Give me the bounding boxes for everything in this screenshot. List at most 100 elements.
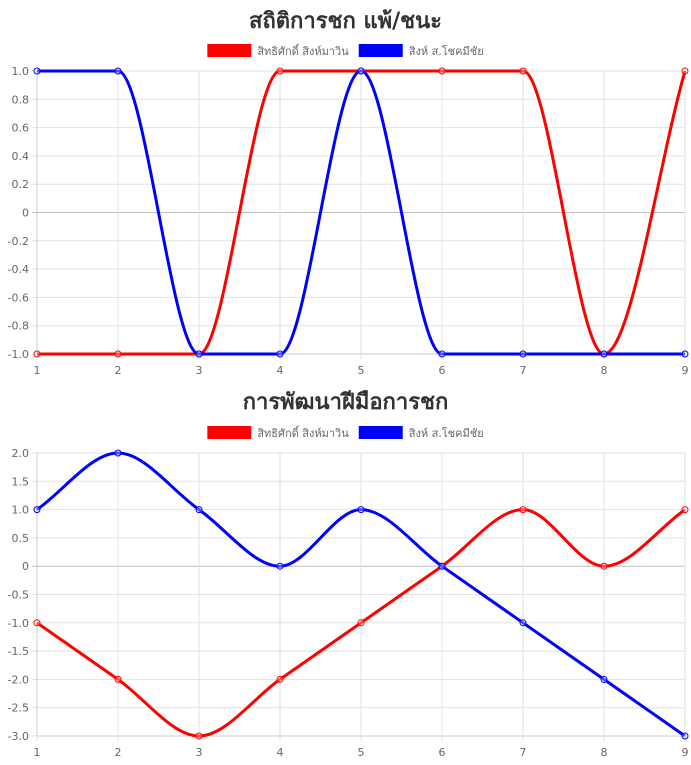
y-tick-label: 0.6 — [12, 122, 30, 135]
data-point[interactable] — [438, 67, 446, 75]
data-point[interactable] — [33, 350, 41, 358]
legend-label: สิทธิศักดิ์ สิงห์มาวิน — [257, 425, 349, 440]
y-tick-label: -0.6 — [8, 291, 29, 304]
data-point[interactable] — [519, 67, 527, 75]
chart-legend[interactable]: สิทธิศักดิ์ สิงห์มาวิน สิงห์ ส.โชคมีชัย — [207, 43, 484, 58]
x-tick-label: 1 — [34, 746, 41, 759]
y-tick-label: -2.0 — [8, 673, 29, 686]
data-point[interactable] — [357, 506, 365, 514]
series-2 — [33, 67, 689, 358]
data-point[interactable] — [600, 675, 608, 683]
x-tick-label: 9 — [682, 364, 689, 377]
series-line — [36, 451, 686, 738]
data-point[interactable] — [276, 67, 284, 75]
data-point[interactable] — [681, 732, 689, 740]
chart-title: การพัฒนาฝีมือการชก — [243, 390, 449, 415]
y-tick-label: -2.5 — [8, 702, 29, 715]
data-point[interactable] — [600, 350, 608, 358]
data-point[interactable] — [276, 350, 284, 358]
x-tick-label: 9 — [682, 746, 689, 759]
data-point[interactable] — [114, 449, 122, 457]
y-tick-label: -3.0 — [8, 730, 29, 743]
x-tick-label: 8 — [601, 746, 608, 759]
y-axis-ticks: 2.0 1.5 1.0 0.5 0 -0.5 -1.0 -1.5 -2.0 -2.5 -3.0 — [8, 447, 29, 743]
x-axis-ticks: 1 2 3 4 5 6 7 8 9 — [34, 746, 689, 759]
x-tick-label: 8 — [601, 364, 608, 377]
data-point[interactable] — [114, 675, 122, 683]
legend-label: สิงห์ ส.โชคมีชัย — [408, 44, 483, 58]
grid — [32, 452, 686, 741]
legend-item[interactable]: สิทธิศักดิ์ สิงห์มาวิน — [207, 425, 349, 440]
legend-swatch — [207, 426, 252, 439]
chart-legend[interactable]: สิทธิศักดิ์ สิงห์มาวิน สิงห์ ส.โชคมีชัย — [207, 425, 484, 440]
data-point[interactable] — [519, 350, 527, 358]
data-point[interactable] — [114, 350, 122, 358]
x-axis-ticks: 1 2 3 4 5 6 7 8 9 — [34, 364, 689, 377]
x-tick-label: 3 — [196, 364, 203, 377]
legend-item[interactable]: สิทธิศักดิ์ สิงห์มาวิน — [207, 43, 349, 58]
y-tick-label: -0.2 — [8, 235, 29, 248]
legend-item[interactable]: สิงห์ ส.โชคมีชัย — [358, 426, 484, 440]
legend-swatch — [358, 426, 403, 439]
data-point[interactable] — [438, 562, 446, 570]
grid — [32, 70, 686, 359]
data-point[interactable] — [33, 67, 41, 75]
data-point[interactable] — [519, 506, 527, 514]
x-tick-label: 4 — [277, 364, 284, 377]
data-point[interactable] — [33, 506, 41, 514]
data-point[interactable] — [519, 619, 527, 627]
x-tick-label: 1 — [34, 364, 41, 377]
legend-label: สิทธิศักดิ์ สิงห์มาวิน — [257, 43, 349, 58]
y-tick-label: -1.5 — [8, 645, 29, 658]
y-tick-label: 0 — [22, 207, 29, 220]
legend-item[interactable]: สิงห์ ส.โชคมีชัย — [358, 44, 484, 58]
y-tick-label: -1.0 — [8, 348, 29, 361]
x-tick-label: 4 — [277, 746, 284, 759]
y-tick-label: 1.5 — [12, 475, 30, 488]
legend-swatch — [207, 44, 252, 57]
y-tick-label: -0.5 — [8, 589, 29, 602]
data-point[interactable] — [357, 619, 365, 627]
data-point[interactable] — [114, 67, 122, 75]
y-tick-label: 0.4 — [12, 150, 30, 163]
data-point[interactable] — [195, 350, 203, 358]
x-tick-label: 6 — [439, 746, 446, 759]
y-tick-label: -0.8 — [8, 320, 29, 333]
y-tick-label: 0.5 — [12, 532, 30, 545]
data-point[interactable] — [195, 506, 203, 514]
series-2 — [33, 449, 689, 740]
y-tick-label: 1.0 — [12, 65, 30, 78]
data-point[interactable] — [276, 675, 284, 683]
series-line — [36, 508, 686, 738]
skill-development-chart-panel: การพัฒนาฝีมือการชกสิทธิศักดิ์ สิงห์มาวิน… — [0, 382, 691, 765]
data-point[interactable] — [195, 732, 203, 740]
series-1 — [33, 506, 689, 740]
series-line — [37, 69, 685, 356]
data-point[interactable] — [681, 350, 689, 358]
x-tick-label: 6 — [439, 364, 446, 377]
win-loss-chart-panel: สถิติการชก แพ้/ชนะสิทธิศักดิ์ สิงห์มาวิน… — [0, 0, 691, 382]
x-tick-label: 5 — [358, 364, 365, 377]
legend-swatch — [358, 44, 403, 57]
data-point[interactable] — [33, 619, 41, 627]
data-point[interactable] — [681, 67, 689, 75]
y-axis-ticks: 1.0 0.8 0.6 0.4 0.2 0 -0.2 -0.4 -0.6 -0.8 -1.0 — [8, 65, 29, 361]
data-point[interactable] — [600, 562, 608, 570]
data-point[interactable] — [276, 562, 284, 570]
x-tick-label: 2 — [115, 364, 122, 377]
data-point[interactable] — [681, 506, 689, 514]
chart-title: สถิติการชก แพ้/ชนะ — [249, 9, 442, 34]
x-tick-label: 5 — [358, 746, 365, 759]
y-tick-label: 0.2 — [12, 178, 30, 191]
y-tick-label: 0 — [22, 560, 29, 573]
x-tick-label: 2 — [115, 746, 122, 759]
data-point[interactable] — [357, 67, 365, 75]
y-tick-label: 1.0 — [12, 504, 30, 517]
x-tick-label: 7 — [520, 364, 527, 377]
x-tick-label: 3 — [196, 746, 203, 759]
data-point[interactable] — [438, 350, 446, 358]
x-tick-label: 7 — [520, 746, 527, 759]
y-tick-label: -0.4 — [8, 263, 29, 276]
